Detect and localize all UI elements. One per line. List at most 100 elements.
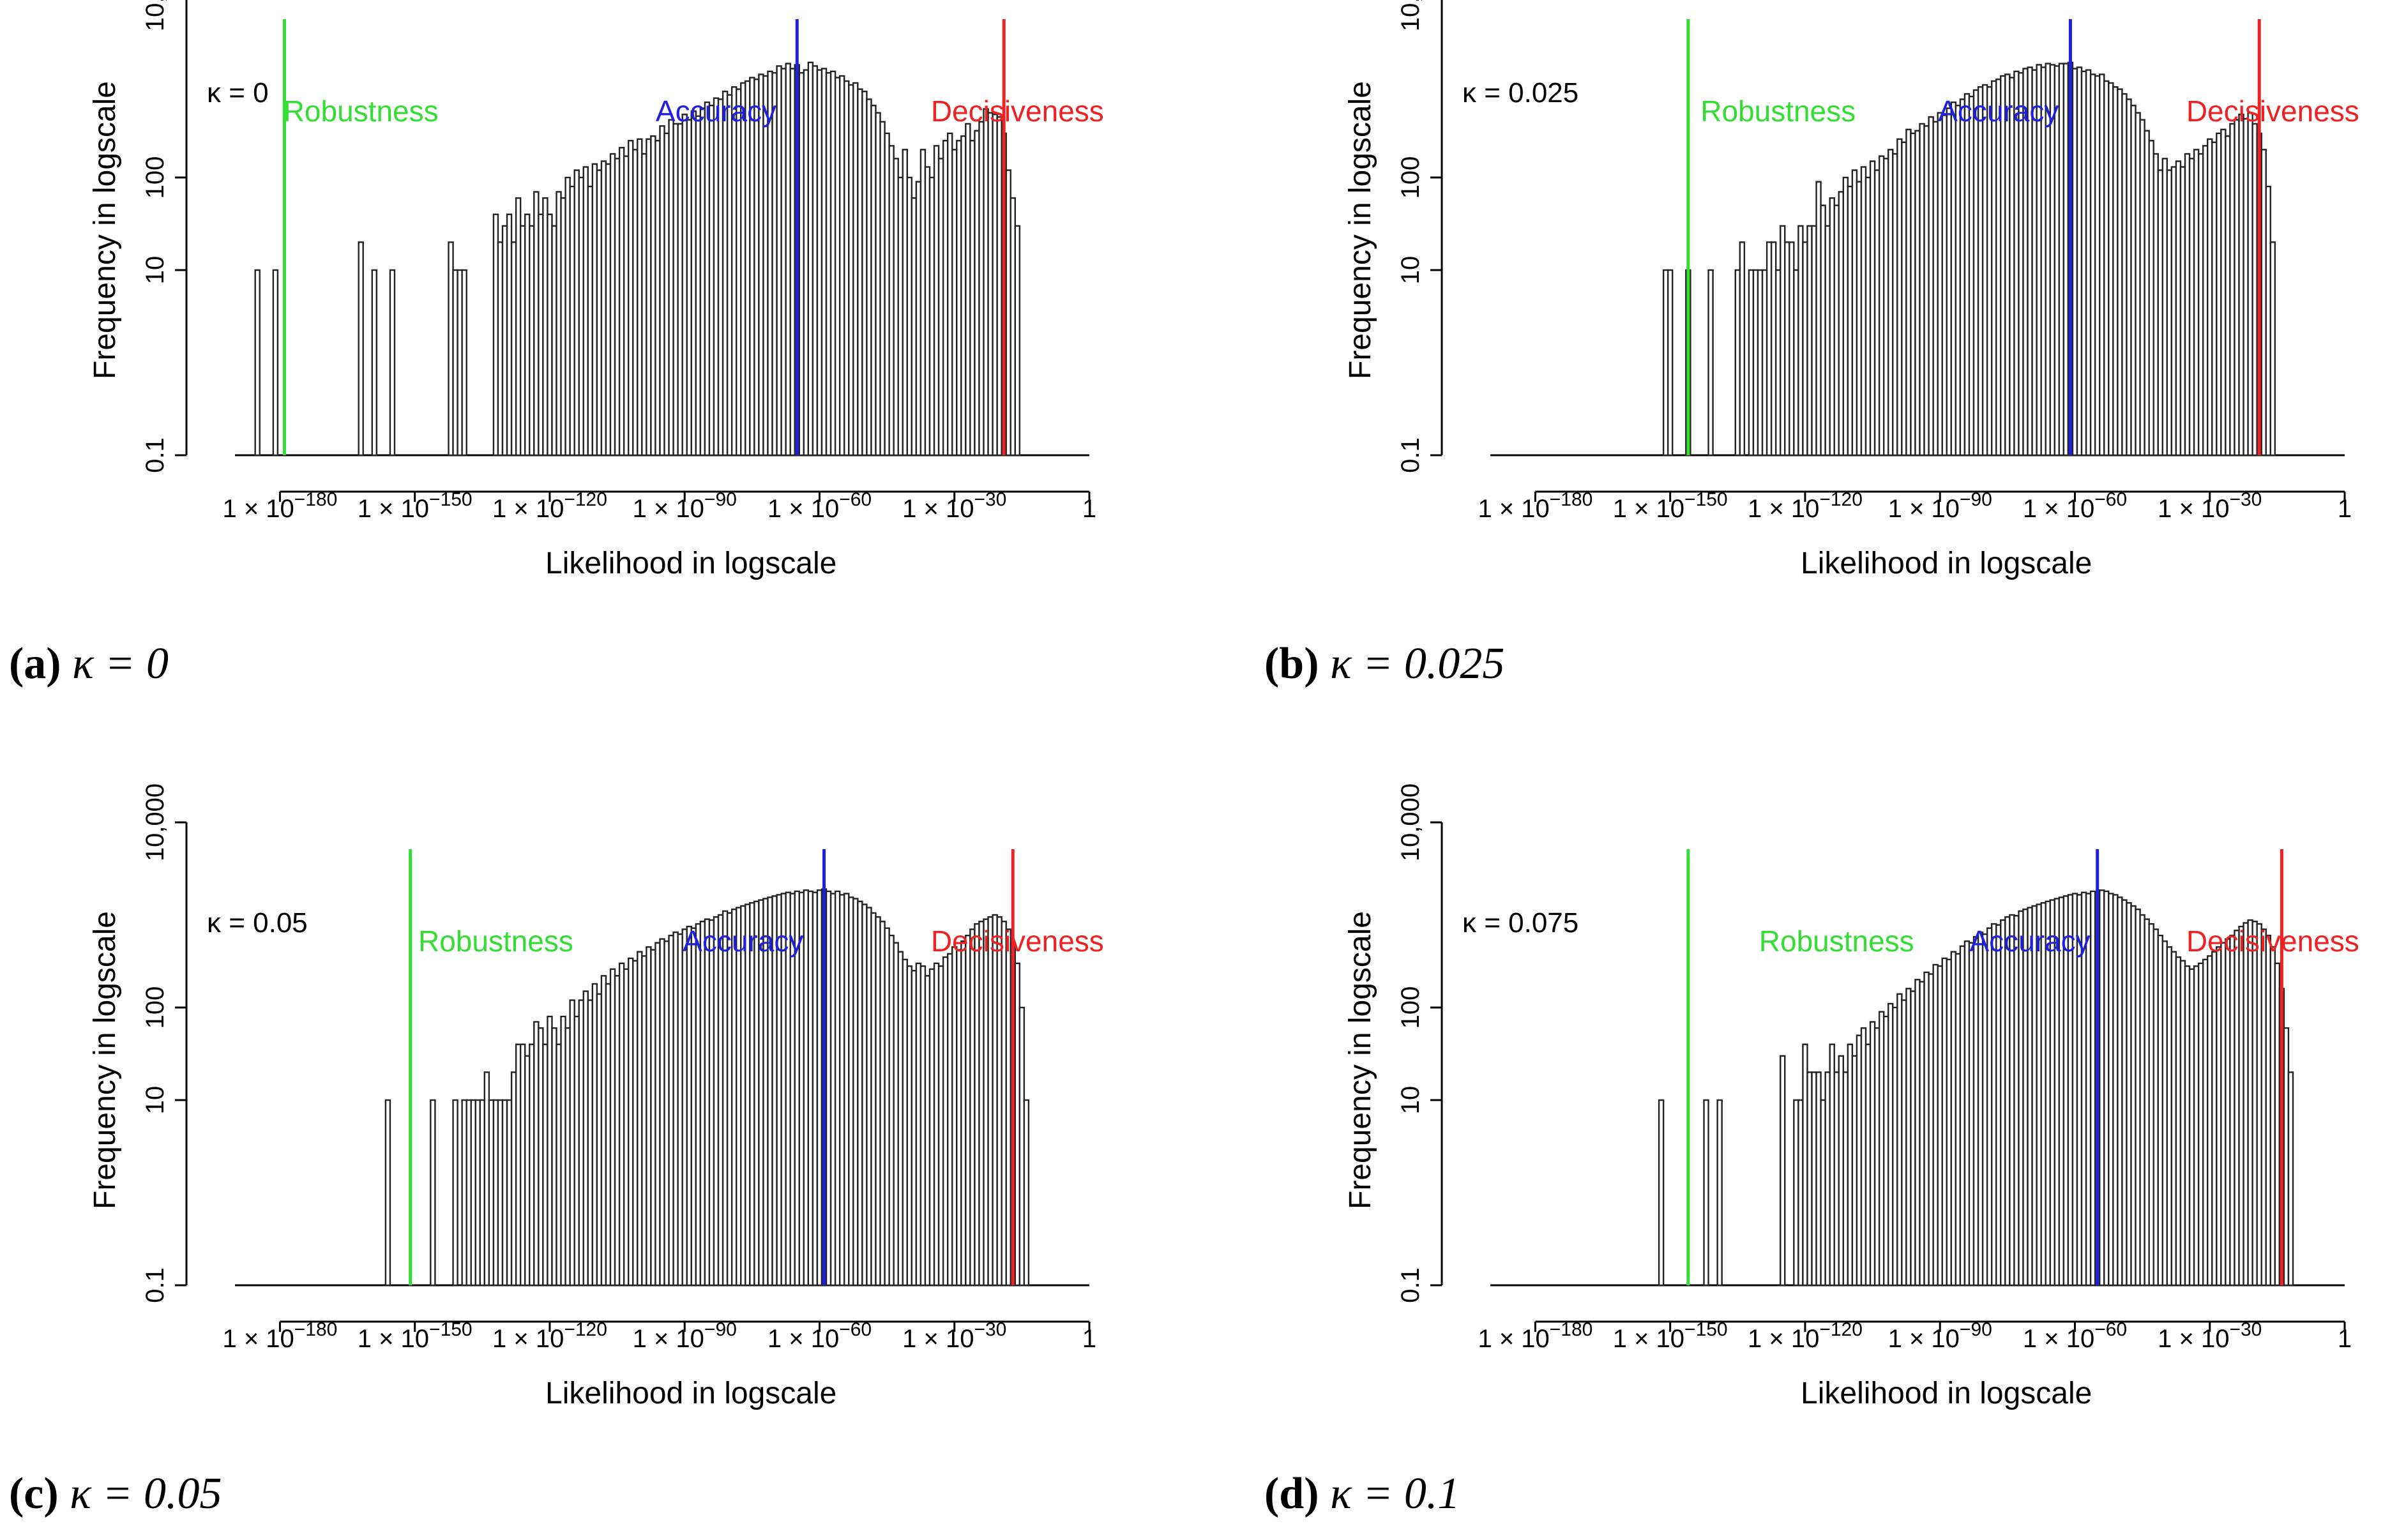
caption-letter-b: (b): [1264, 639, 1319, 688]
caption-d: (d) κ = 0.1: [1264, 1468, 1460, 1520]
caption-math-a: κ = 0: [72, 639, 169, 688]
histogram-bar: [430, 1099, 436, 1287]
y-axis-label: Frequency in logscale: [88, 81, 122, 379]
panel-c: 0.1 10 100 10,000 Frequency in logscale 1 × 1…: [0, 783, 1192, 1468]
x-tick-label: 1 × 10−90: [633, 1319, 737, 1353]
x-tick-label: 1 × 10−120: [492, 1319, 607, 1353]
histogram-bar: [2269, 241, 2276, 457]
vline-label-accuracy: Accuracy: [656, 94, 776, 128]
y-tick-label: 10: [141, 1086, 169, 1115]
x-tick-label: 1 × 10−150: [358, 489, 473, 523]
x-tick-label: 1 × 10−60: [2023, 1319, 2127, 1353]
x-tick-label: 1 × 10−90: [633, 489, 737, 523]
histogram-bar: [254, 269, 261, 457]
histogram-bar: [1658, 1099, 1665, 1287]
histogram-bar: [2287, 1071, 2294, 1287]
x-tick-label: 1 × 10−180: [1478, 1319, 1592, 1353]
x-tick-label: 1 × 10−90: [1888, 489, 1992, 523]
x-tick-label: 1: [2338, 1325, 2352, 1353]
y-tick-label: 100: [1396, 156, 1425, 199]
x-tick-label: 1 × 10−60: [2023, 489, 2127, 523]
bars-group: [1658, 889, 2294, 1287]
caption-a: (a) κ = 0: [9, 638, 169, 690]
x-axis-label: Likelihood in logscale: [1801, 1377, 2092, 1410]
caption-letter-d: (d): [1264, 1469, 1319, 1518]
y-tick-label: 0.1: [141, 437, 169, 473]
histogram-bar: [389, 269, 396, 457]
x-tick-label: 1 × 10−180: [1478, 489, 1592, 523]
panel-a: 0.1 10 100 10,000 Frequency in logscale 1 × 1…: [0, 0, 1192, 638]
kappa-label: κ = 0.075: [1462, 907, 1578, 939]
caption-math-d: κ = 0.1: [1330, 1469, 1460, 1518]
x-tick-label: 1 × 10−120: [1748, 489, 1863, 523]
x-tick-label: 1 × 10−180: [222, 1319, 337, 1353]
histogram-chart-d: 0.1 10 100 10,000 Frequency in logscale 1 × 1…: [1343, 783, 2359, 1410]
vline-label-decisiveness: Decisiveness: [931, 925, 1104, 958]
kappa-label: κ = 0.05: [207, 907, 308, 939]
y-tick-label: 10,000: [1396, 0, 1425, 31]
x-tick-label: 1 × 10−150: [1613, 489, 1728, 523]
panel-d: 0.1 10 100 10,000 Frequency in logscale 1 × 1…: [1255, 783, 2383, 1468]
histogram-bar: [461, 269, 467, 457]
x-tick-label: 1 × 10−150: [358, 1319, 473, 1353]
histogram-chart-c: 0.1 10 100 10,000 Frequency in logscale 1 × 1…: [88, 783, 1104, 1410]
x-tick-label: 1 × 10−30: [902, 1319, 1006, 1353]
histogram-bar: [1780, 1055, 1786, 1287]
y-axis-label: Frequency in logscale: [1343, 81, 1377, 379]
caption-math-c: κ = 0.05: [70, 1469, 222, 1518]
y-tick-label: 100: [141, 156, 169, 199]
y-tick-label: 10: [1396, 256, 1425, 285]
histogram-bar: [1716, 1099, 1723, 1287]
histogram-bar: [1739, 241, 1746, 457]
x-axis-label: Likelihood in logscale: [545, 547, 836, 580]
histogram-bar: [1023, 1099, 1030, 1287]
vline-label-decisiveness: Decisiveness: [2186, 925, 2359, 958]
y-tick-label: 10: [1396, 1086, 1425, 1115]
bars-group: [384, 888, 1030, 1287]
vline-label-robustness: Robustness: [418, 925, 573, 958]
vline-label-accuracy: Accuracy: [1969, 925, 2090, 958]
y-tick-label: 10,000: [141, 783, 169, 861]
vline-label-accuracy: Accuracy: [683, 925, 803, 958]
y-tick-label: 0.1: [1396, 1267, 1425, 1303]
histogram-bar: [452, 1099, 458, 1287]
bars-group: [254, 61, 1021, 457]
caption-c: (c) κ = 0.05: [9, 1468, 222, 1520]
x-tick-label: 1: [1082, 1325, 1096, 1353]
vline-label-robustness: Robustness: [1759, 925, 1914, 958]
bars-group: [1662, 61, 2276, 457]
histogram-bar: [272, 269, 279, 457]
x-tick-label: 1: [1082, 495, 1096, 523]
histogram-chart-b: 0.1 10 100 10,000 Frequency in logscale 1 × 1…: [1343, 0, 2359, 580]
x-axis-label: Likelihood in logscale: [1801, 547, 2092, 580]
x-tick-label: 1 × 10−30: [2158, 489, 2262, 523]
y-axis-label: Frequency in logscale: [88, 911, 122, 1209]
histogram-bar: [1014, 225, 1021, 457]
vline-label-accuracy: Accuracy: [1938, 94, 2059, 128]
vline-label-decisiveness: Decisiveness: [2186, 94, 2359, 128]
x-tick-label: 1: [2338, 495, 2352, 523]
x-tick-label: 1 × 10−60: [768, 489, 872, 523]
caption-letter-a: (a): [9, 639, 61, 688]
y-tick-label: 0.1: [141, 1267, 169, 1303]
x-tick-label: 1 × 10−180: [222, 489, 337, 523]
caption-letter-c: (c): [9, 1469, 59, 1518]
kappa-label: κ = 0.025: [1462, 77, 1578, 109]
histogram-bar: [1667, 269, 1674, 457]
x-tick-label: 1 × 10−150: [1613, 1319, 1728, 1353]
y-tick-label: 100: [141, 986, 169, 1029]
x-tick-label: 1 × 10−60: [768, 1319, 872, 1353]
histogram-bar: [371, 269, 378, 457]
x-tick-label: 1 × 10−90: [1888, 1319, 1992, 1353]
caption-b: (b) κ = 0.025: [1264, 638, 1504, 690]
x-tick-label: 1 × 10−30: [2158, 1319, 2262, 1353]
x-tick-label: 1 × 10−120: [492, 489, 607, 523]
y-axis-label: Frequency in logscale: [1343, 911, 1377, 1209]
histogram-bar: [358, 241, 364, 457]
x-tick-label: 1 × 10−120: [1748, 1319, 1863, 1353]
caption-math-b: κ = 0.025: [1330, 639, 1505, 688]
y-tick-label: 10,000: [141, 0, 169, 31]
histogram-bar: [1707, 269, 1714, 457]
x-tick-label: 1 × 10−30: [902, 489, 1006, 523]
y-tick-label: 10,000: [1396, 783, 1425, 861]
